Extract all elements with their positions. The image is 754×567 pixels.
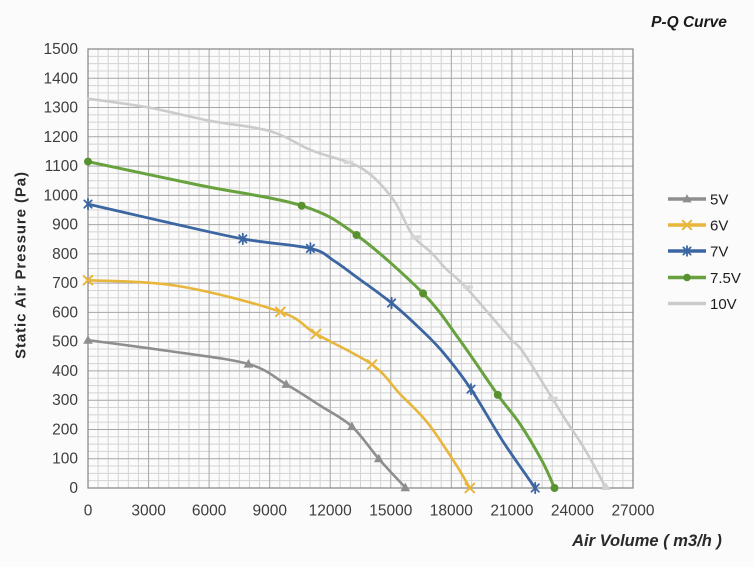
- svg-text:700: 700: [52, 275, 78, 292]
- svg-text:6V: 6V: [710, 218, 728, 235]
- svg-text:100: 100: [52, 451, 78, 468]
- svg-text:P-Q Curve: P-Q Curve: [651, 14, 727, 31]
- svg-text:300: 300: [52, 392, 78, 409]
- svg-text:7V: 7V: [710, 244, 728, 261]
- svg-text:15000: 15000: [369, 503, 412, 520]
- svg-text:500: 500: [52, 334, 78, 351]
- svg-text:1500: 1500: [44, 41, 79, 58]
- svg-text:0: 0: [69, 480, 78, 497]
- svg-text:21000: 21000: [490, 503, 533, 520]
- svg-text:27000: 27000: [611, 503, 654, 520]
- svg-text:900: 900: [52, 217, 78, 234]
- svg-text:10V: 10V: [710, 296, 737, 313]
- svg-text:Static Air Pressure (Pa): Static Air Pressure (Pa): [13, 171, 30, 359]
- svg-text:5V: 5V: [710, 192, 728, 209]
- svg-text:200: 200: [52, 422, 78, 439]
- svg-text:1100: 1100: [45, 158, 79, 175]
- svg-text:600: 600: [52, 304, 78, 321]
- svg-text:400: 400: [52, 363, 78, 380]
- svg-text:1200: 1200: [44, 129, 79, 146]
- svg-text:3000: 3000: [131, 503, 166, 520]
- svg-text:1300: 1300: [44, 100, 79, 117]
- svg-text:12000: 12000: [309, 503, 352, 520]
- svg-text:18000: 18000: [430, 503, 473, 520]
- svg-text:24000: 24000: [551, 503, 594, 520]
- svg-text:Air Volume ( m3/h ): Air Volume ( m3/h ): [571, 532, 722, 550]
- svg-text:1400: 1400: [44, 70, 79, 87]
- svg-text:800: 800: [52, 246, 78, 263]
- svg-text:0: 0: [84, 503, 93, 520]
- svg-text:9000: 9000: [252, 503, 287, 520]
- svg-text:6000: 6000: [192, 503, 227, 520]
- svg-text:1000: 1000: [44, 187, 79, 204]
- svg-text:7.5V: 7.5V: [710, 270, 741, 287]
